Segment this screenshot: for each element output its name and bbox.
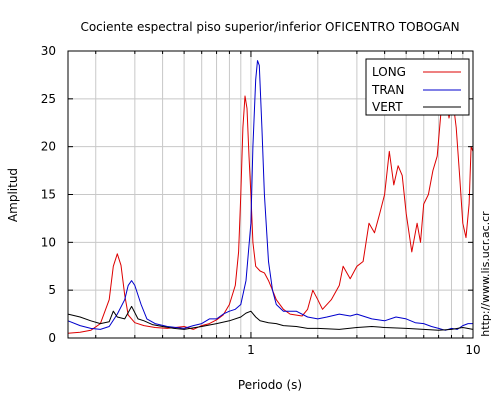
credit-url: http://www.lis.ucr.ac.cr — [479, 211, 492, 337]
x-tick-label: 1 — [247, 343, 255, 357]
axis-ticks: 0 5 10 15 20 25 30 1 10 — [41, 44, 481, 357]
y-tick-label: 25 — [41, 92, 56, 106]
y-tick-label: 10 — [41, 235, 56, 249]
y-axis-label: Amplitud — [6, 168, 20, 222]
legend: LONG TRAN VERT — [365, 58, 470, 116]
y-tick-label: 30 — [41, 44, 56, 58]
chart-title: Cociente espectral piso superior/inferio… — [80, 20, 459, 34]
legend-label-long: LONG — [372, 65, 406, 79]
y-tick-label: 15 — [41, 188, 56, 202]
y-tick-label: 5 — [48, 283, 56, 297]
legend-box — [365, 58, 470, 116]
series-line-long — [67, 88, 474, 334]
y-tick-label: 20 — [41, 140, 56, 154]
x-tick-label: 10 — [465, 343, 480, 357]
series-line-vert — [67, 305, 474, 331]
legend-label-vert: VERT — [372, 100, 403, 114]
legend-label-tran: TRAN — [371, 83, 404, 97]
x-axis-label: Periodo (s) — [238, 378, 302, 392]
series-line-tran — [67, 60, 473, 331]
y-tick-label: 0 — [48, 331, 56, 345]
series-group — [67, 60, 474, 334]
